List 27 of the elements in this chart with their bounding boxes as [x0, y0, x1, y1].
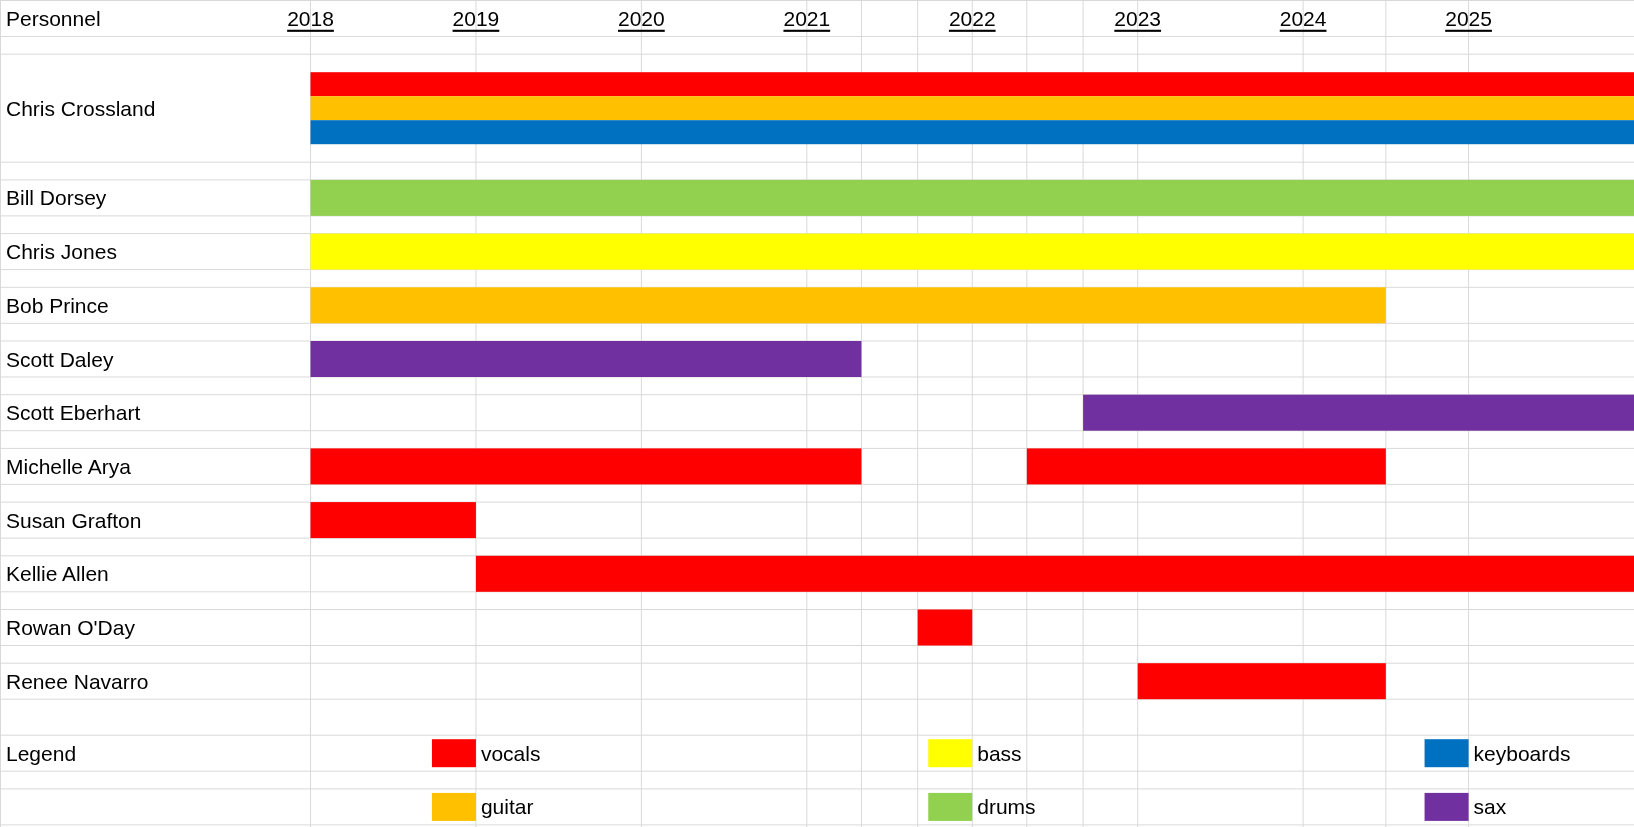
y-tick-label: Kellie Allen: [6, 562, 109, 586]
y-tick-label: Bob Prince: [6, 293, 109, 317]
y-tick-label: Bill Dorsey: [6, 186, 107, 210]
x-tick-label: 2025: [1445, 6, 1492, 30]
y-tick-label: Scott Eberhart: [6, 401, 141, 425]
x-tick-label: 2021: [783, 6, 831, 30]
legend-label: keyboards: [1473, 741, 1571, 765]
y-tick-label: Susan Grafton: [6, 508, 142, 532]
y-tick-label: Renee Navarro: [6, 669, 149, 693]
x-tick-label: 2024: [1279, 6, 1327, 30]
y-tick-label: Rowan O'Day: [6, 616, 136, 639]
y-tick-label: Chris Jones: [6, 240, 117, 264]
legend-label: drums: [977, 795, 1036, 819]
legend-label: guitar: [480, 795, 534, 819]
legend-label: vocals: [480, 741, 541, 765]
y-tick-label: Scott Daley: [6, 347, 114, 371]
x-tick-label: 2019: [452, 6, 500, 30]
x-tick-label: 2020: [618, 6, 665, 30]
legend-title: Legend: [6, 741, 77, 765]
x-tick-label: 2018: [287, 6, 334, 30]
y-tick-label: Michelle Arya: [6, 454, 132, 478]
text: Personnel: [6, 6, 101, 30]
x-tick-label: 2023: [1114, 6, 1162, 30]
x-tick-label: 2022: [948, 6, 996, 30]
legend-label: bass: [977, 741, 1022, 765]
y-tick-label: Chris Crossland: [6, 96, 156, 120]
legend-label: sax: [1473, 795, 1507, 819]
